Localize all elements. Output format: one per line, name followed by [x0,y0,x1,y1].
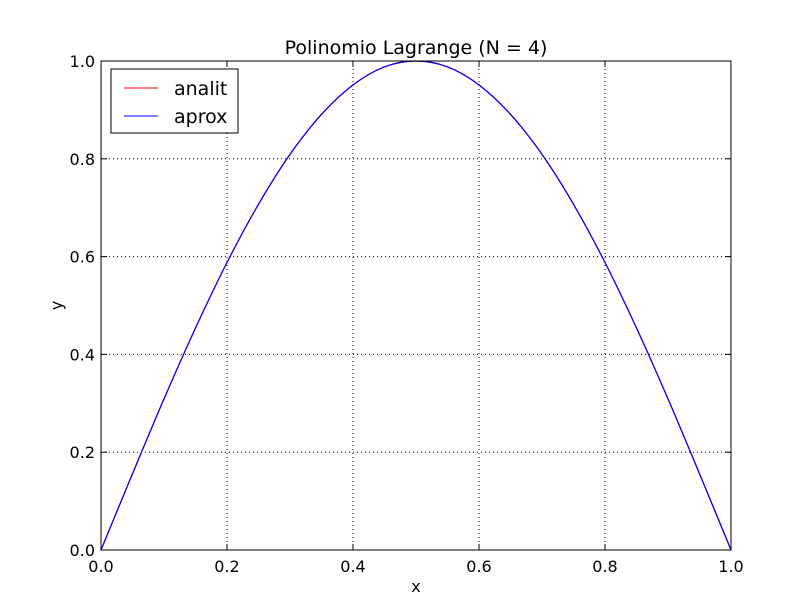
legend-box [110,68,239,134]
y-tick-label: 1.0 [70,52,95,71]
tick-labels: 0.0 0.2 0.4 0.6 0.8 1.0 0.0 0.2 0.4 0.6 0.8 1.0 [70,52,744,576]
y-tick-label: 0.0 [70,541,95,560]
y-tick-label: 0.6 [70,248,95,267]
x-axis-label: x [411,577,420,596]
x-tick-label: 1.0 [718,557,743,576]
legend: analit aprox [110,68,239,134]
plot-frame [100,60,732,551]
legend-label-aprox: aprox [174,106,227,128]
x-tick-label: 0.2 [214,557,239,576]
y-axis-label: y [47,301,66,310]
y-tick-label: 0.2 [70,443,95,462]
plot-area [101,61,731,550]
axis-ticks [100,60,732,551]
y-tick-label: 0.8 [70,150,95,169]
x-tick-label: 0.4 [340,557,365,576]
x-tick-label: 0.8 [592,557,617,576]
y-tick-label: 0.4 [70,345,95,364]
x-tick-label: 0.0 [88,557,113,576]
x-tick-label: 0.6 [466,557,491,576]
grid-lines [101,61,731,550]
chart-title: Polinomio Lagrange (N = 4) [285,37,548,59]
legend-label-analit: analit [174,78,227,100]
